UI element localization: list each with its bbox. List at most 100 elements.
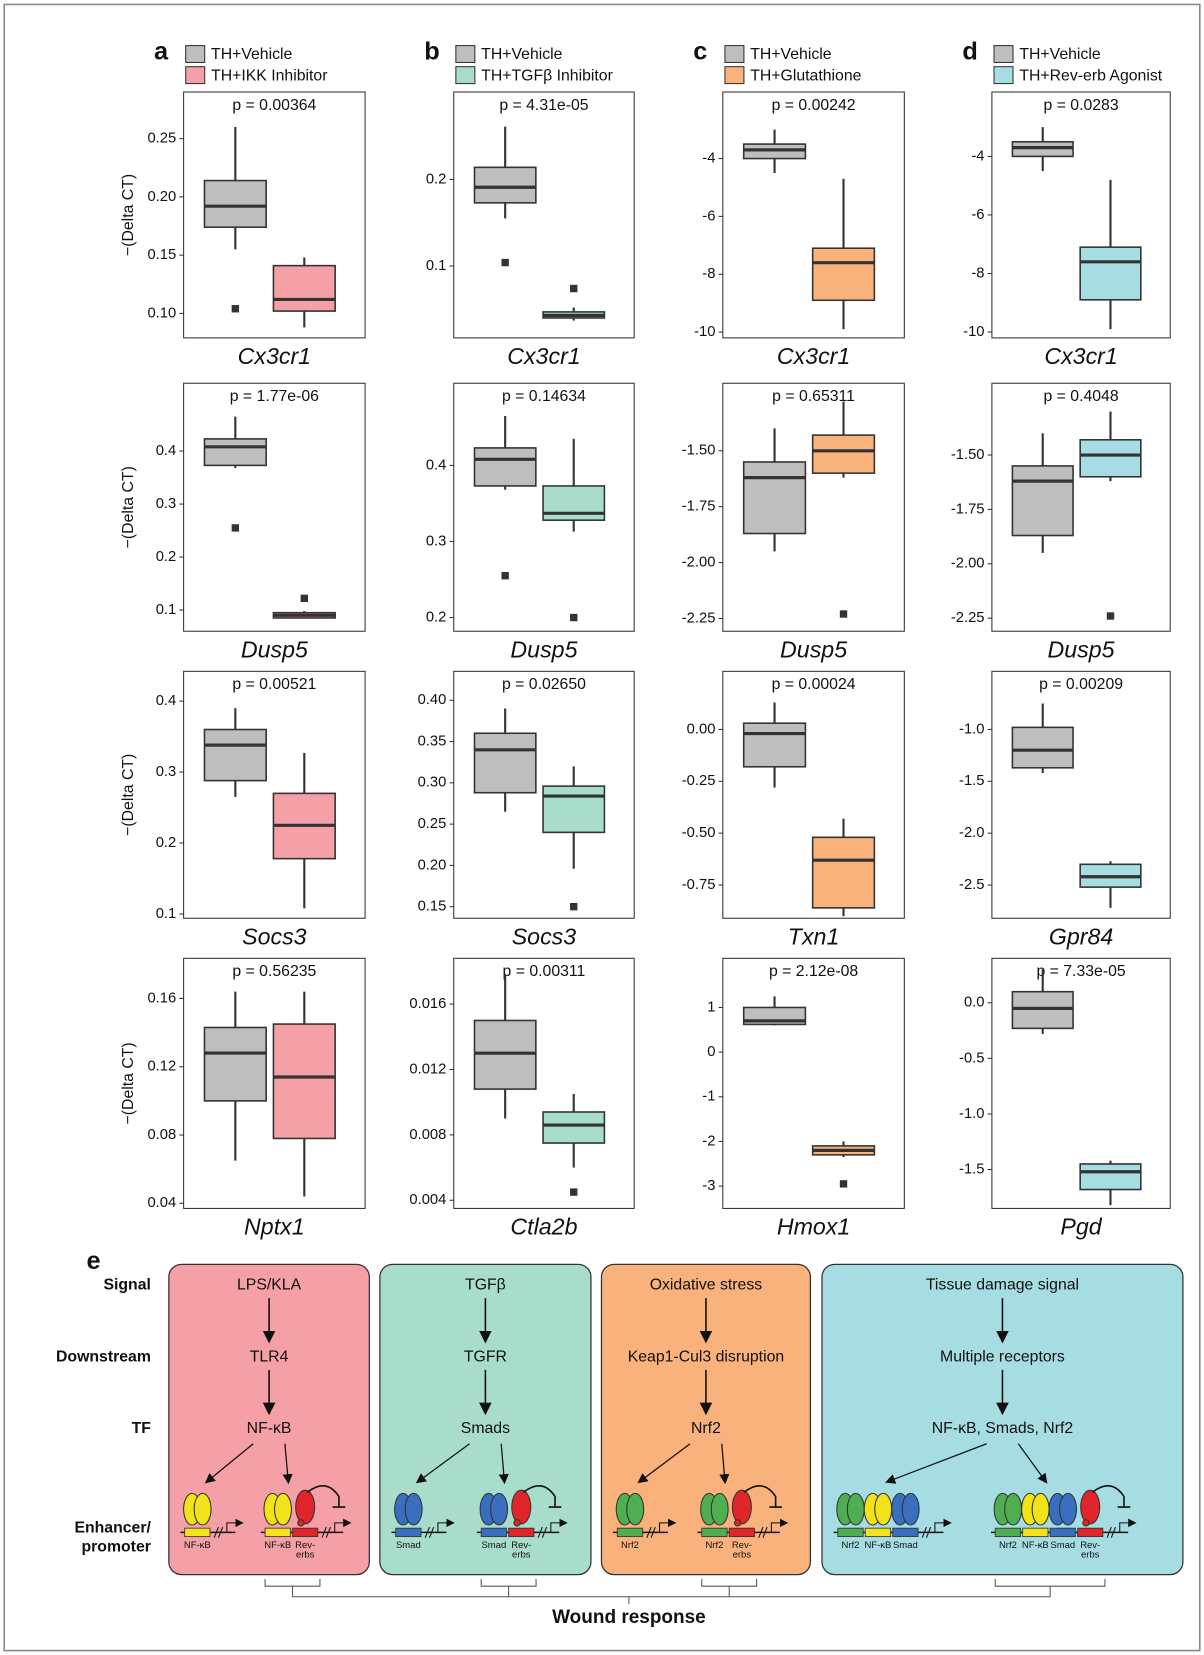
site-label-line: Smad [1050, 1540, 1075, 1551]
site-label: Rev-erbs [1080, 1540, 1100, 1560]
p-value: p = 1.77e-06 [230, 388, 319, 405]
box [474, 448, 535, 486]
site-label: Smad [481, 1540, 506, 1551]
protein [1005, 1493, 1022, 1525]
protein [732, 1490, 751, 1524]
y-tick-label: 0.10 [147, 305, 176, 321]
site-label: NF-κB [264, 1540, 291, 1551]
site-label: NF-κB [184, 1540, 211, 1551]
box [1080, 440, 1141, 477]
outlier [501, 572, 508, 579]
row-label: Downstream [56, 1348, 151, 1365]
gene-label: Socs3 [512, 923, 577, 949]
bracket [293, 1586, 1051, 1597]
y-tick-label: -1.50 [682, 443, 716, 459]
site-label: Nrf2 [621, 1540, 639, 1551]
protein [405, 1493, 422, 1525]
y-axis-label: −(Delta CT) [120, 466, 137, 548]
site-label-line: NF-κB [264, 1540, 291, 1551]
protein [902, 1493, 919, 1525]
binding-site [865, 1528, 890, 1536]
binding-site [729, 1528, 754, 1536]
y-tick-label: -2.25 [682, 610, 716, 626]
legend-swatch [456, 67, 475, 84]
gene-label: Dusp5 [1048, 636, 1115, 662]
site-label: Smad [893, 1540, 918, 1551]
gene-label: Socs3 [242, 923, 307, 949]
site-label: Rev-erbs [295, 1540, 315, 1560]
y-tick-label: -8 [702, 266, 715, 282]
binding-site [481, 1528, 506, 1536]
site-label-line: erbs [733, 1549, 752, 1560]
box [474, 733, 535, 792]
y-tick-label: 0.3 [156, 496, 177, 512]
box [1012, 727, 1073, 767]
figure: 0.100.150.200.25p = 0.00364Cx3cr1−(Delta… [0, 0, 1204, 1655]
box [744, 462, 806, 534]
y-tick-label: 0.4 [156, 693, 177, 709]
legend-label: TH+Rev-erb Agonist [1019, 67, 1162, 84]
outlier [840, 610, 847, 617]
site-label-line: Nrf2 [999, 1540, 1017, 1551]
protein [296, 1490, 315, 1524]
ligand [734, 1520, 740, 1526]
y-tick-label: 0.15 [147, 247, 176, 263]
site-label: Nrf2 [842, 1540, 860, 1551]
p-value: p = 0.00521 [232, 676, 316, 693]
gene-label: Ctla2b [510, 1214, 577, 1240]
pathway-step: Tissue damage signal [926, 1277, 1079, 1294]
protein [275, 1493, 292, 1525]
site-label-line: erbs [512, 1549, 531, 1560]
box [543, 486, 604, 520]
gene-label: Txn1 [788, 923, 840, 949]
y-tick-label: 0.30 [418, 775, 447, 791]
protein [627, 1493, 644, 1525]
box [204, 181, 266, 228]
site-label-line: NF-κB [184, 1540, 211, 1551]
y-tick-label: -3 [702, 1178, 715, 1194]
outlier [301, 595, 308, 602]
y-tick-label: -4 [702, 150, 715, 166]
panel-letter: d [962, 38, 977, 66]
y-tick-label: 0.20 [418, 857, 447, 873]
binding-site [893, 1528, 918, 1536]
y-tick-label: 0.4 [426, 457, 447, 473]
protein [512, 1490, 531, 1524]
site-label: Smad [1050, 1540, 1075, 1551]
panel-letter: b [424, 38, 439, 66]
y-tick-label: 0.08 [147, 1127, 176, 1143]
site-label-line: Smad [481, 1540, 506, 1551]
site-label-line: Nrf2 [842, 1540, 860, 1551]
plot-frame [454, 92, 634, 338]
ligand [298, 1520, 304, 1526]
binding-site [617, 1528, 642, 1536]
y-tick-label: -2.5 [959, 877, 984, 893]
y-axis-label: −(Delta CT) [120, 1042, 137, 1124]
p-value: p = 0.0283 [1043, 97, 1118, 114]
y-tick-label: 0.15 [418, 899, 447, 915]
protein [847, 1493, 864, 1525]
legend-swatch [725, 67, 744, 84]
y-tick-label: -1 [702, 1089, 715, 1105]
pathway-step: LPS/KLA [237, 1277, 302, 1294]
box [273, 1024, 335, 1138]
p-value: p = 0.4048 [1043, 388, 1118, 405]
gene-label: Cx3cr1 [1044, 343, 1118, 369]
y-tick-label: -0.25 [682, 773, 716, 789]
y-tick-label: -1.0 [959, 721, 984, 737]
y-tick-label: 0.3 [426, 533, 447, 549]
pathway-step: TGFβ [465, 1277, 506, 1294]
outlier [570, 614, 577, 621]
box [474, 1020, 535, 1089]
gene-label: Cx3cr1 [507, 343, 581, 369]
p-value: p = 2.12e-08 [769, 963, 858, 980]
binding-site [1078, 1528, 1103, 1536]
ligand [514, 1520, 520, 1526]
outlier [232, 305, 239, 312]
y-axis-label: −(Delta CT) [120, 174, 137, 256]
outlier [501, 259, 508, 266]
legend-label: TH+Vehicle [750, 46, 832, 63]
protein [711, 1493, 728, 1525]
y-tick-label: 0.4 [156, 443, 177, 459]
box [204, 730, 266, 781]
